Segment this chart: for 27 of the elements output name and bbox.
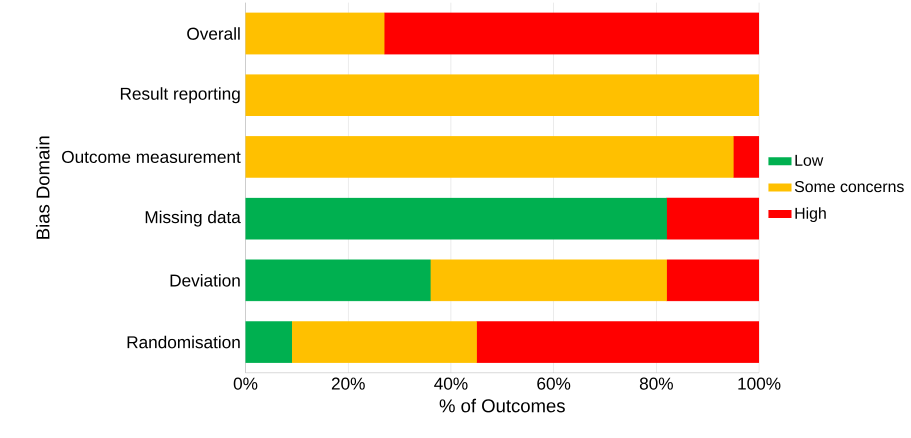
x-axis-title: % of Outcomes <box>440 398 565 412</box>
x-tick-label: 60% <box>537 378 570 390</box>
x-tick-label: 20% <box>332 378 365 390</box>
y-tick-label: Deviation <box>170 274 240 287</box>
x-tick-label: 40% <box>434 378 468 390</box>
bar <box>384 12 760 54</box>
bar <box>246 136 734 178</box>
y-tick-label: Outcome measurement <box>62 150 241 164</box>
bar <box>733 136 760 178</box>
legend-label: Low <box>795 154 824 166</box>
legend-label: High <box>795 207 826 222</box>
bar <box>246 74 760 116</box>
x-tick-label: 100% <box>738 378 780 390</box>
y-tick-label: Randomisation <box>128 336 240 348</box>
bar <box>430 260 667 302</box>
x-tick-label: 80% <box>640 378 673 390</box>
bar <box>666 260 760 302</box>
x-tick-label: 0% <box>234 378 258 390</box>
bar <box>476 321 760 363</box>
y-tick-label: Result reporting <box>120 87 240 104</box>
legend-label: Some concerns <box>794 181 904 192</box>
bar <box>666 198 760 240</box>
y-tick-label: Missing data <box>146 210 241 227</box>
y-tick-label: Overall <box>187 27 240 40</box>
y-axis-title: Bias Domain <box>36 136 50 239</box>
bar <box>246 12 384 54</box>
bar <box>291 321 477 363</box>
